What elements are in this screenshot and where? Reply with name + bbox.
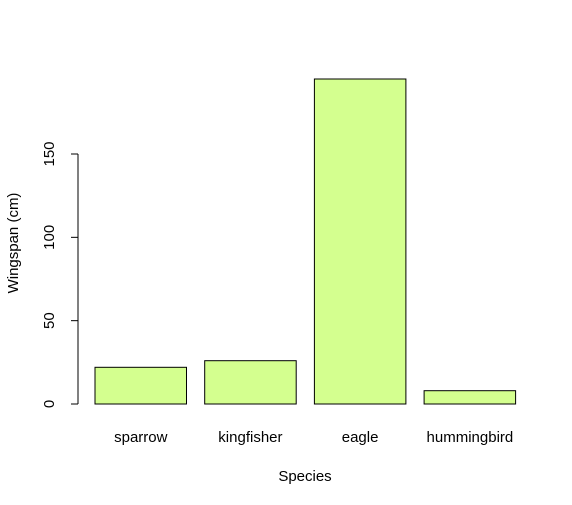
y-tick-label-150: 150 — [41, 141, 58, 166]
bars-group — [94, 78, 517, 405]
y-tick-label-0: 0 — [41, 400, 58, 408]
bar-kingfisher — [204, 360, 297, 405]
category-label-sparrow: sparrow — [114, 429, 168, 446]
category-label-hummingbird: hummingbird — [427, 429, 514, 446]
bar-sparrow — [94, 366, 187, 405]
y-tick-label-50: 50 — [41, 312, 58, 329]
bar-hummingbird — [423, 390, 517, 405]
category-labels: sparrow kingfisher eagle hummingbird — [114, 429, 513, 446]
category-label-eagle: eagle — [342, 429, 379, 446]
category-label-kingfisher: kingfisher — [218, 429, 282, 446]
y-tick-label-100: 100 — [41, 225, 58, 250]
y-axis-title: Wingspan (cm) — [5, 193, 22, 294]
bar-eagle — [313, 78, 407, 405]
x-axis-title: Species — [278, 468, 331, 485]
y-axis: 0 50 100 150 — [41, 141, 79, 408]
